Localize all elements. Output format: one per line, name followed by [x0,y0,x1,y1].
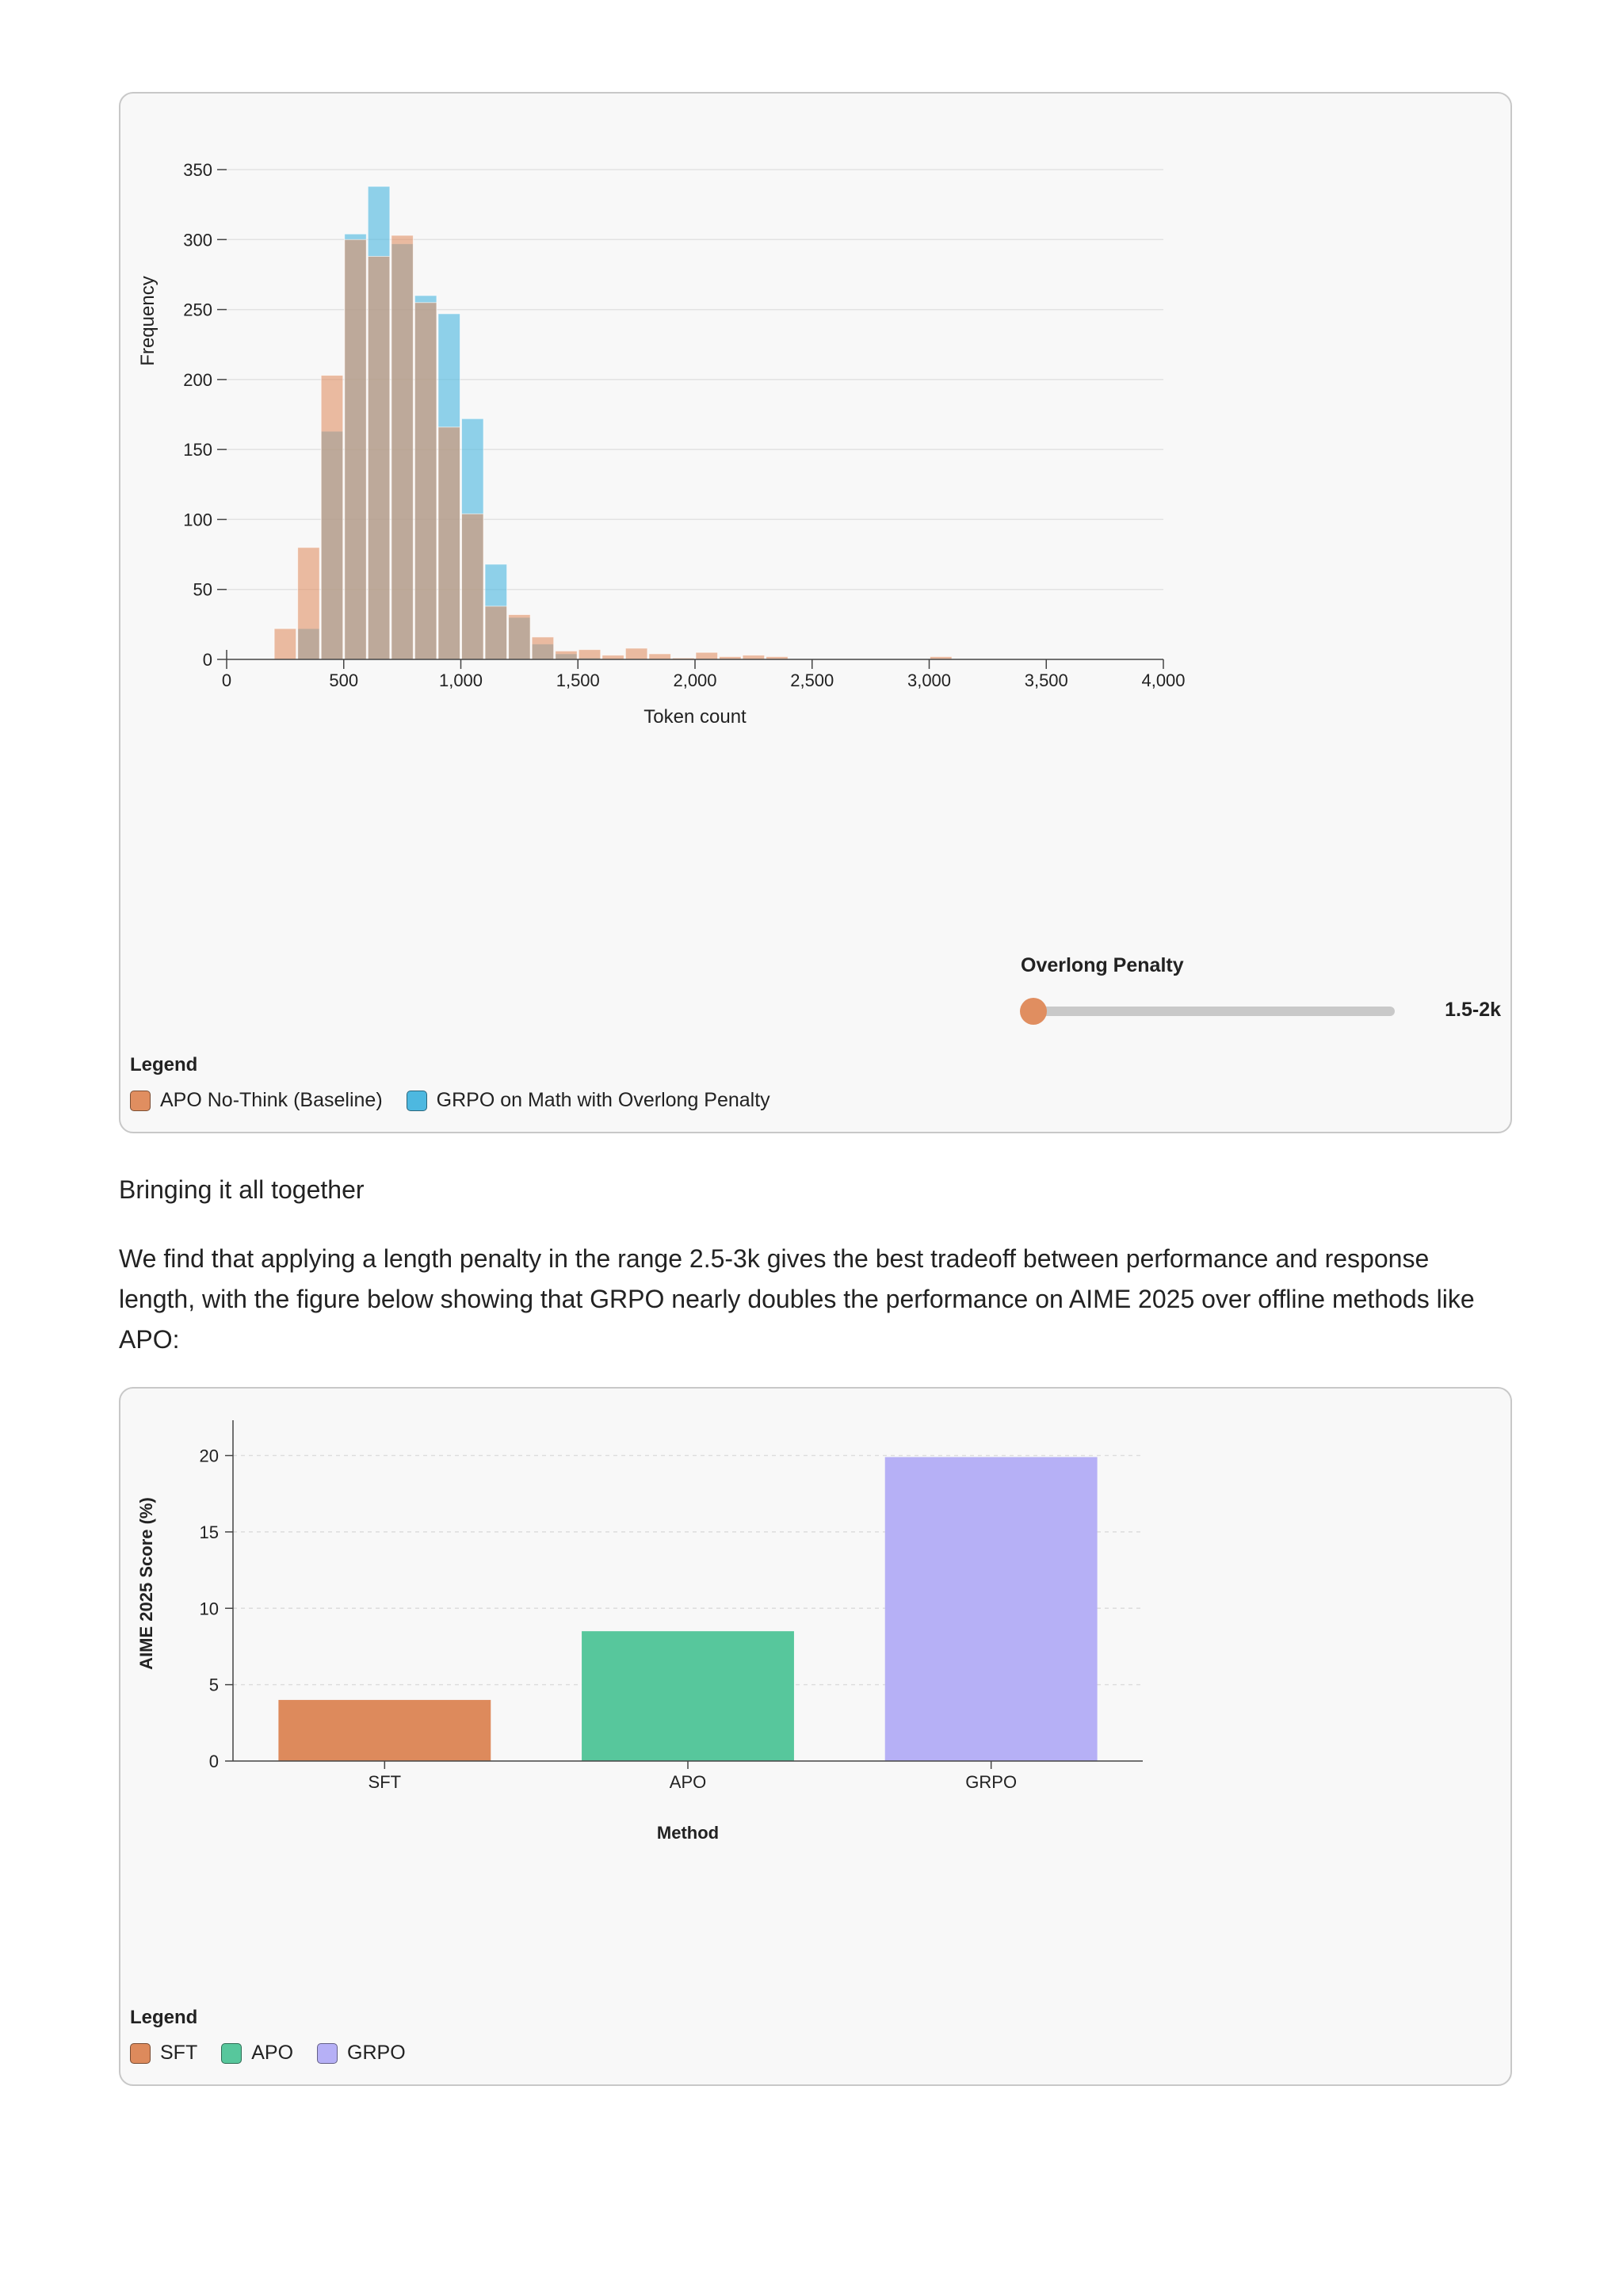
legend-label: SFT [160,2042,198,2064]
histogram-bar [320,375,344,660]
legend-swatch [406,1090,427,1111]
histogram-bar [484,606,508,660]
histogram-bar [531,636,555,660]
histogram-bar [742,655,766,660]
y-tick-label: 350 [183,160,212,180]
histogram-bar [508,613,531,660]
legend-label: GRPO on Math with Overlong Penalty [436,1089,770,1111]
bar-apo [582,1631,794,1761]
histogram-bar [273,628,297,660]
histogram-bar [344,239,367,660]
legend-item-grpo[interactable]: GRPO [317,2042,406,2065]
legend-label: APO [251,2042,294,2064]
y-tick-label: 0 [203,650,212,670]
legend-swatch [317,2042,338,2064]
y-tick-label: 150 [183,440,212,460]
histogram-bar [578,649,601,660]
x-tick-label: 1,000 [439,670,483,690]
x-axis-label: Method [657,1823,719,1843]
histogram-bar [414,302,437,660]
x-tick-label: GRPO [965,1772,1017,1792]
legend-swatch [130,2042,151,2064]
x-tick-label: 2,000 [673,670,716,690]
histogram-bar [437,426,461,660]
x-tick-label: SFT [369,1772,402,1792]
y-tick-label: 0 [209,1752,219,1771]
y-axis-label: AIME 2025 Score (%) [136,1497,156,1670]
legend-title: Legend [130,2007,198,2028]
figure1-card: 0 50 100 150 200 250 300 350 0 500 1,000 1,500 2,000… [119,92,1512,1133]
histogram-bar [555,650,578,660]
histogram-bar [297,547,320,660]
y-tick-label: 300 [183,230,212,250]
histogram-bar [601,655,624,660]
y-tick-label: 10 [200,1599,219,1618]
histogram-bar [648,653,671,660]
y-tick-label: 20 [200,1446,219,1466]
slider-thumb[interactable] [1020,998,1047,1025]
legend-swatch [221,2042,242,2064]
x-tick-label: 0 [222,670,231,690]
y-tick-label: 200 [183,370,212,390]
x-tick-label: 1,500 [556,670,600,690]
y-tick-label: 50 [193,580,212,600]
legend-label: APO No-Think (Baseline) [160,1089,383,1111]
overlong-penalty-slider[interactable] [1020,998,1395,1025]
x-tick-label: 4,000 [1141,670,1185,690]
legend-item-apo-no-think[interactable]: APO No-Think (Baseline) [130,1089,383,1112]
legend: SFT APO GRPO [130,2042,406,2065]
histogram-bar [367,255,391,660]
overlong-penalty-value: 1.5-2k [1445,999,1501,1021]
histogram-chart: 0 50 100 150 200 250 300 350 0 500 1,000 1,500 2,000… [137,160,1186,728]
x-tick-label: 500 [329,670,358,690]
y-axis-label: Frequency [137,276,158,365]
histogram-bar [391,235,414,660]
section-heading: Bringing it all together [119,1175,365,1204]
legend-item-grpo-overlong[interactable]: GRPO on Math with Overlong Penalty [406,1089,770,1112]
y-tick-label: 250 [183,300,212,320]
x-axis-label: Token count [643,706,747,728]
histogram-bar [461,513,484,660]
bar-grpo [884,1457,1098,1761]
y-tick-label: 15 [200,1522,219,1542]
histogram-bar [624,648,648,660]
body-paragraph: We find that applying a length penalty i… [119,1244,1475,1354]
histogram-bar [695,651,719,660]
legend-title: Legend [130,1054,198,1075]
y-tick-label: 5 [209,1675,219,1695]
legend-item-apo[interactable]: APO [221,2042,293,2065]
legend: APO No-Think (Baseline) GRPO on Math wit… [130,1089,770,1112]
bar-sft [278,1699,491,1761]
legend-swatch [130,1090,151,1111]
x-tick-label: APO [670,1772,706,1792]
legend-item-sft[interactable]: SFT [130,2042,197,2065]
legend-label: GRPO [347,2042,406,2064]
x-tick-label: 3,000 [907,670,951,690]
bar-chart: 0 5 10 15 20 SFT APO GRPO Method AIME 2025 Score … [136,1420,1143,1843]
y-tick-label: 100 [183,510,212,529]
figure2-card: 0 5 10 15 20 SFT APO GRPO Method AIME 2025 Score … [119,1387,1512,2086]
x-tick-label: 2,500 [790,670,834,690]
x-tick-label: 3,500 [1025,670,1068,690]
overlong-penalty-label: Overlong Penalty [1021,954,1184,976]
